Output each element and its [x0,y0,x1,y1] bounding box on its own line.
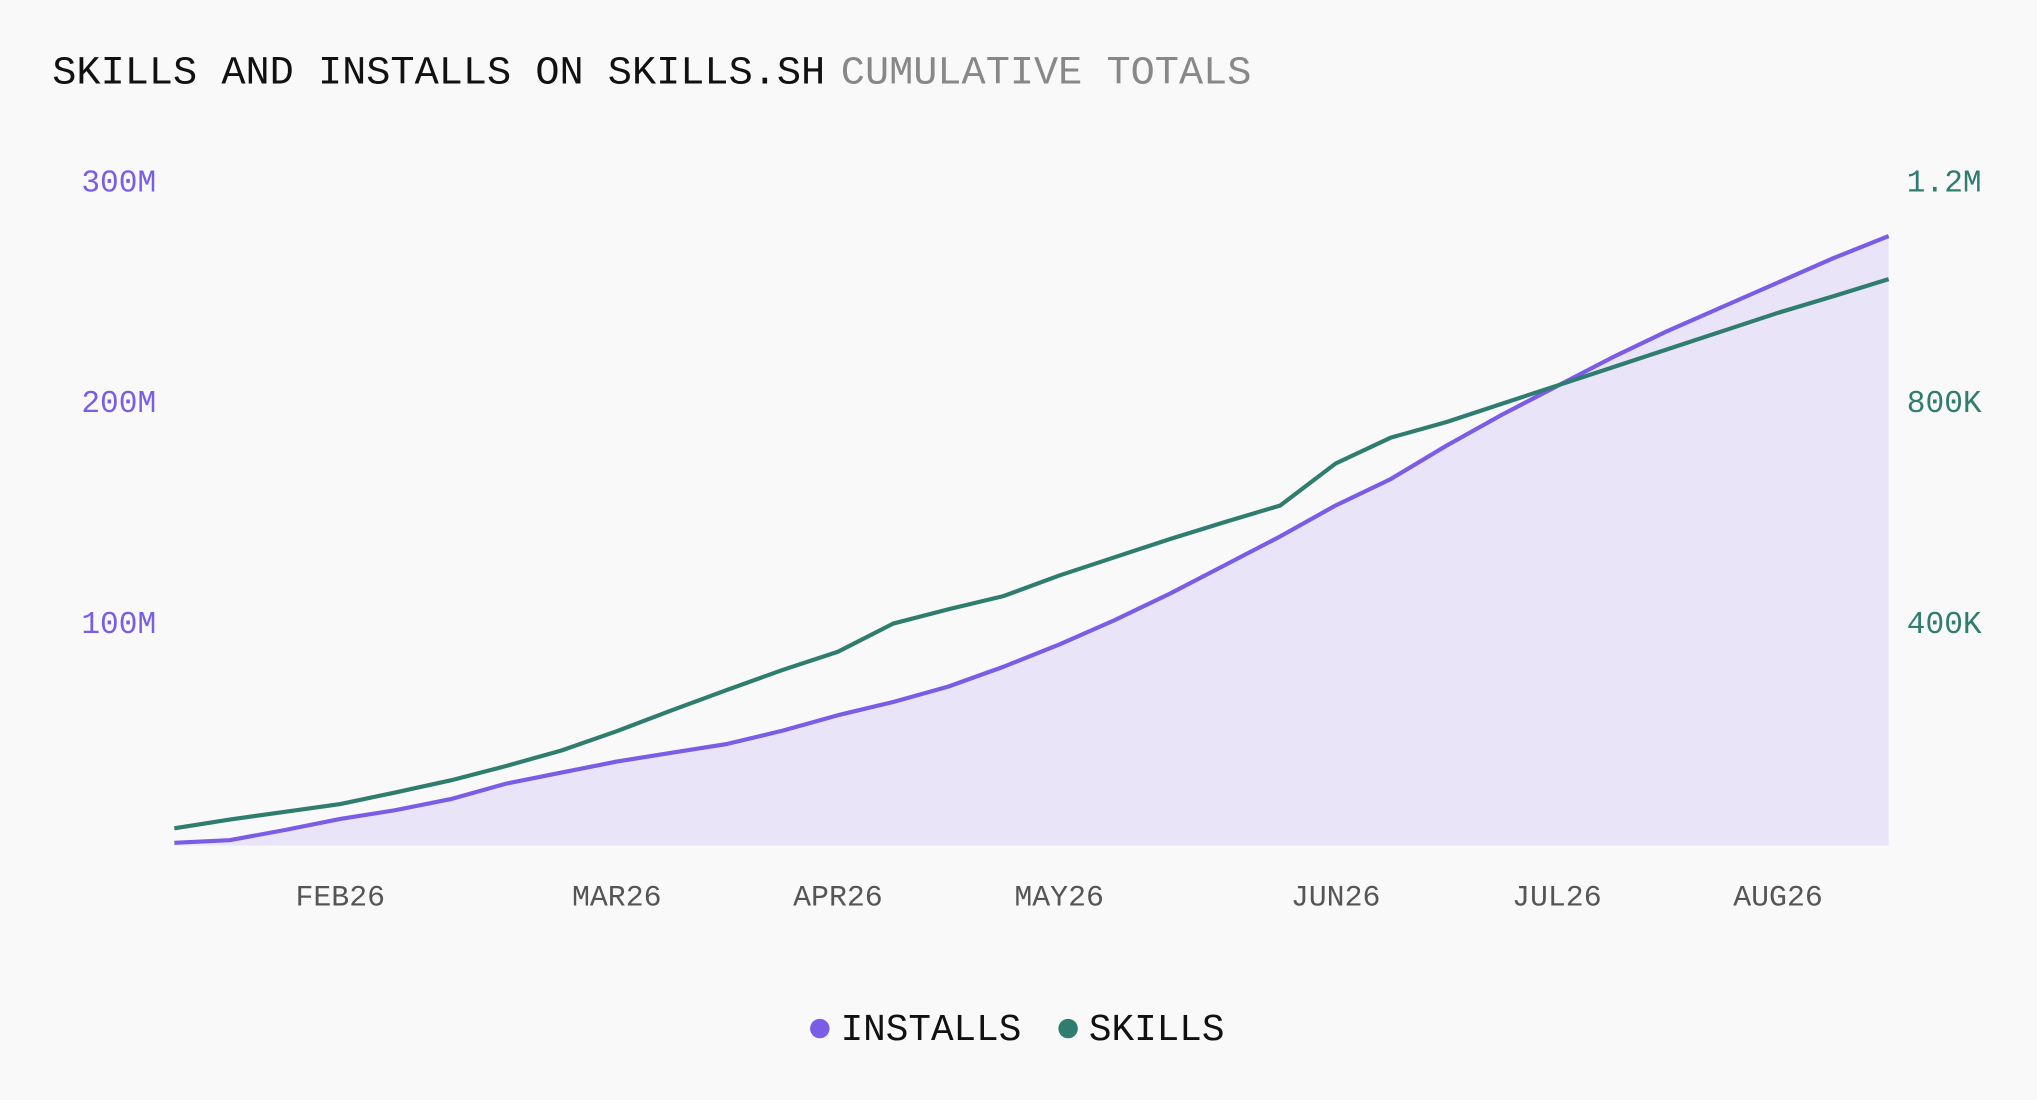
legend-marker [1058,1018,1078,1039]
line [174,234,1890,845]
line [174,277,1890,831]
x-tick-label: MAY26 [1014,880,1104,914]
x-tick-label: JUL26 [1512,880,1602,914]
legend-marker [810,1018,830,1039]
chart-title: SKILLS AND INSTALLS ON SKILLS.SH [52,50,825,96]
area [174,236,1889,846]
x-tick-label: JUN26 [1291,880,1381,914]
chart-title-group: SKILLS AND INSTALLS ON SKILLS.SH CUMULATI… [52,50,1251,96]
x-tick-label: APR26 [793,880,883,914]
legend-label: SKILLS [1089,1010,1225,1052]
y-tick-label: 300M [81,166,156,201]
x-tick-label: FEB26 [295,880,385,914]
y2-tick-label: 400K [1907,608,1982,643]
y2-tick-label: 800K [1907,387,1982,422]
y-tick-label: 200M [81,387,156,422]
x-tick-label: MAR26 [572,880,662,914]
chart-subtitle: CUMULATIVE TOTALS [841,50,1252,96]
y-tick-label: 100M [81,608,156,643]
y2-tick-label: 1.2M [1907,166,1982,201]
legend-label: INSTALLS [841,1010,1022,1052]
x-tick-label: AUG26 [1733,880,1823,914]
